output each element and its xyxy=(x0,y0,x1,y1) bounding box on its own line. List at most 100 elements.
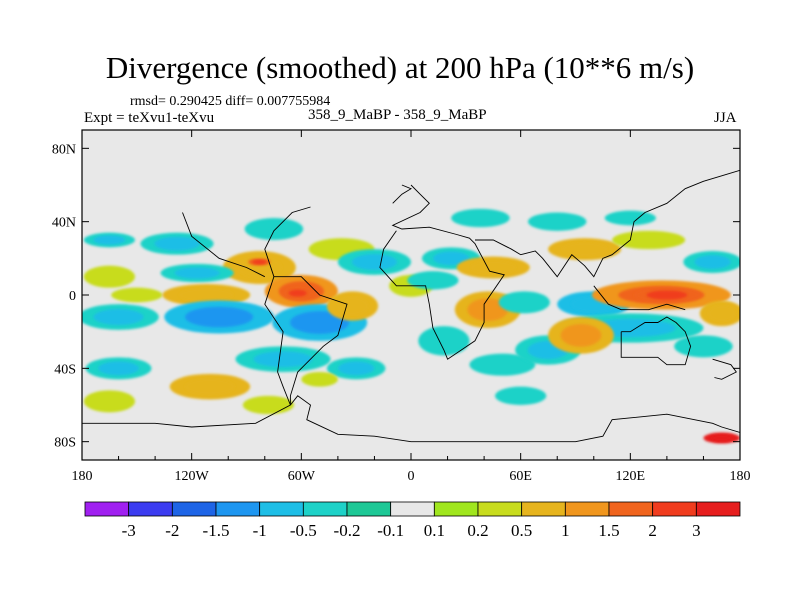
colorbar-swatch xyxy=(215,501,261,517)
colorbar-label: -1.5 xyxy=(203,521,230,540)
field-blob xyxy=(288,289,307,297)
colorbar-label: 1 xyxy=(561,521,570,540)
field-blob xyxy=(242,395,295,415)
field-blob xyxy=(674,335,733,358)
field-blob xyxy=(433,251,470,266)
field-blob xyxy=(351,254,398,270)
x-tick-label: 120W xyxy=(175,469,210,484)
colorbar-swatch xyxy=(608,501,654,517)
colorbar-swatch xyxy=(695,501,741,517)
field-blob xyxy=(336,296,369,316)
field-blob xyxy=(710,434,734,442)
field-blob xyxy=(301,372,338,387)
colorbar-label: 0.5 xyxy=(511,521,532,540)
x-tick-label: 0 xyxy=(408,469,415,484)
colorbar-swatch xyxy=(346,501,392,517)
field-blob xyxy=(646,290,688,300)
field-blob xyxy=(469,353,536,376)
field-blob xyxy=(290,311,350,334)
x-tick-label: 180 xyxy=(72,469,93,484)
field-blob xyxy=(174,267,220,279)
field-blob xyxy=(470,260,516,275)
colorbar-label: -2 xyxy=(165,521,179,540)
field-blob xyxy=(83,390,136,413)
field-blob xyxy=(98,361,139,376)
colorbar-label: 0.2 xyxy=(467,521,488,540)
field-blob xyxy=(179,288,234,302)
coastline xyxy=(475,169,740,278)
colorbar-swatch xyxy=(652,501,697,517)
coastline xyxy=(182,212,266,278)
field-blob xyxy=(527,212,587,231)
field-blob xyxy=(154,236,200,251)
coastline xyxy=(264,276,348,406)
y-tick-label: 0 xyxy=(69,289,76,304)
divergence-field xyxy=(82,208,740,444)
field-blob xyxy=(561,242,608,256)
field-blob xyxy=(185,306,254,328)
field-blob xyxy=(83,265,136,288)
field-blob xyxy=(253,351,313,368)
coastline xyxy=(264,206,311,277)
colorbar-swatch xyxy=(171,501,217,517)
colorbar-label: -0.1 xyxy=(377,521,404,540)
colorbar-label: -0.2 xyxy=(334,521,361,540)
field-blob xyxy=(236,257,282,278)
subtitle-label: 358_9_MaBP - 358_9_MaBP xyxy=(308,107,487,123)
colorbar-label: -1 xyxy=(253,521,267,540)
colorbar-swatch xyxy=(521,501,566,517)
colorbar-label: -3 xyxy=(122,521,136,540)
field-blob xyxy=(407,271,459,290)
colorbar-swatch xyxy=(564,501,610,517)
field-blob xyxy=(338,361,375,376)
chart-title: Divergence (smoothed) at 200 hPa (10**6 … xyxy=(105,50,695,85)
colorbar-swatch xyxy=(259,501,304,517)
colorbar: -3 -2 -1.5 -1 -0.5 -0.2 -0.1 0.1 0.2 0.5 1 1.5 2 3 xyxy=(84,501,741,540)
field-blob xyxy=(93,309,144,325)
y-tick-label: 40N xyxy=(52,216,76,231)
coastline xyxy=(392,184,413,204)
field-blob xyxy=(708,305,736,322)
field-blob xyxy=(244,218,304,240)
field-blob xyxy=(498,291,550,314)
colorbar-swatch xyxy=(128,501,173,517)
y-tick-label: 40S xyxy=(54,362,76,377)
field-blob xyxy=(467,298,509,322)
coastline xyxy=(620,316,692,366)
colorbar-label: 0.1 xyxy=(424,521,445,540)
field-blob xyxy=(185,378,235,395)
field-blob xyxy=(252,259,267,265)
x-tick-label: 180 xyxy=(730,469,751,484)
y-tick-label: 80S xyxy=(54,436,76,451)
field-blob xyxy=(451,208,510,228)
experiment-label: Expt = teXvu1-teXvu xyxy=(84,110,215,126)
colorbar-swatch xyxy=(302,501,348,517)
field-blob xyxy=(694,255,731,269)
x-tick-label: 60E xyxy=(509,469,532,484)
coastline xyxy=(82,395,740,443)
colorbar-label: 2 xyxy=(648,521,657,540)
field-blob xyxy=(560,323,602,347)
x-tick-label: 120E xyxy=(616,469,646,484)
colorbar-label: 3 xyxy=(692,521,701,540)
colorbar-swatch xyxy=(477,501,523,517)
colorbar-label: 1.5 xyxy=(598,521,619,540)
season-label: JJA xyxy=(714,110,737,126)
colorbar-label: -0.5 xyxy=(290,521,317,540)
colorbar-swatch xyxy=(390,501,435,517)
stats-label: rmsd= 0.290425 diff= 0.007755984 xyxy=(130,94,331,109)
field-blob xyxy=(495,386,547,406)
field-blob xyxy=(604,210,656,226)
coastline xyxy=(712,358,737,380)
y-tick-label: 80N xyxy=(52,142,76,157)
field-blob xyxy=(93,235,126,245)
colorbar-swatch xyxy=(433,501,479,517)
axes: 180 120W 60W 0 60E 120E 180 80N 40N 0 40S 80S xyxy=(52,130,751,484)
x-tick-label: 60W xyxy=(288,469,316,484)
field-blob xyxy=(111,287,163,303)
field-blob xyxy=(612,230,686,250)
coastlines xyxy=(82,169,740,443)
coastline xyxy=(593,285,686,311)
field-blob xyxy=(418,326,470,356)
